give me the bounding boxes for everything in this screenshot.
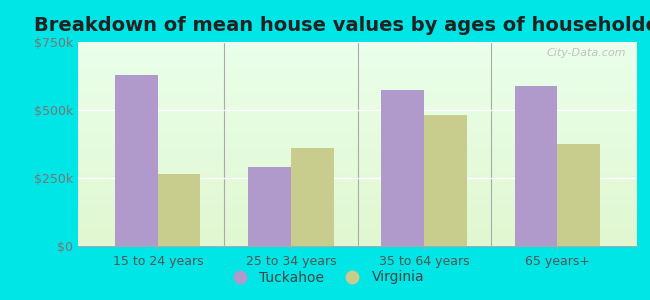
Bar — [291, 148, 333, 246]
Bar — [557, 144, 600, 246]
Title: Breakdown of mean house values by ages of householders: Breakdown of mean house values by ages o… — [34, 16, 650, 35]
Text: City-Data.com: City-Data.com — [546, 48, 626, 58]
Bar — [158, 174, 200, 246]
Bar — [115, 75, 158, 246]
Bar — [424, 116, 467, 246]
Legend: Tuckahoe, Virginia: Tuckahoe, Virginia — [220, 265, 430, 290]
Bar — [248, 167, 291, 246]
Bar — [382, 90, 424, 246]
Bar — [515, 85, 557, 246]
